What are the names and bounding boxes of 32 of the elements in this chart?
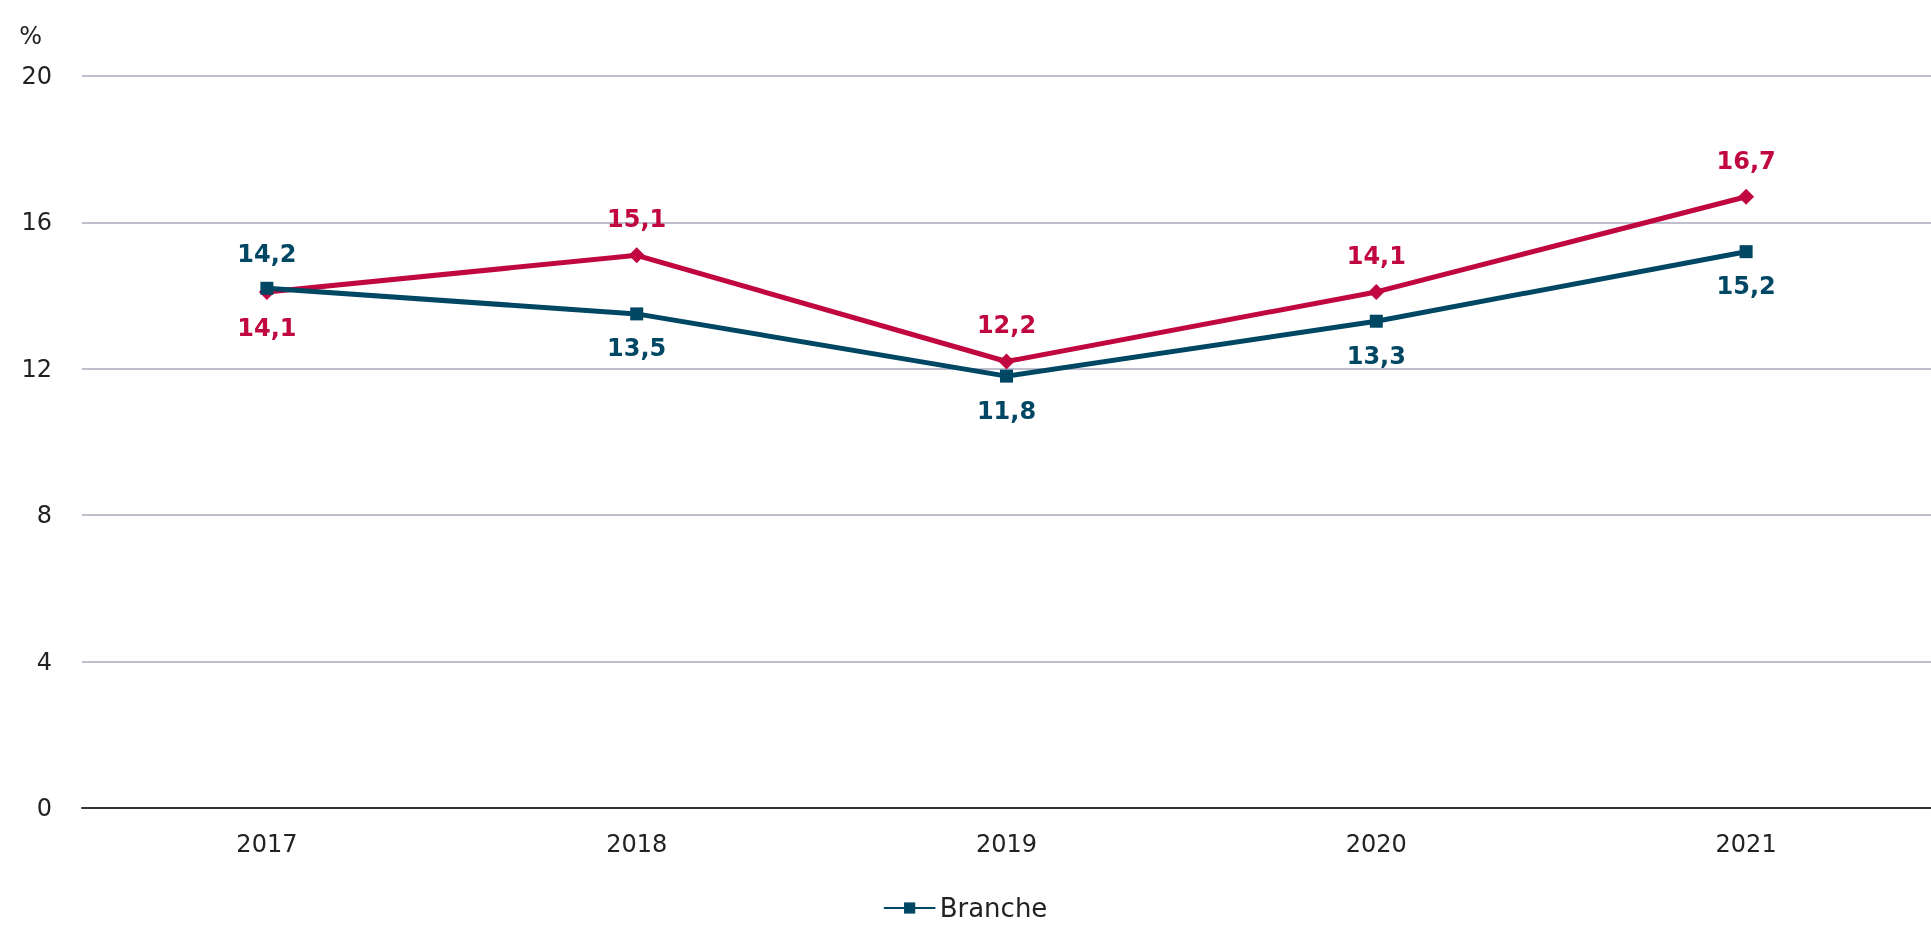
- x-tick-label: 2019: [975, 830, 1038, 858]
- point: [1000, 369, 1013, 383]
- y-tick-label: 8: [36, 501, 52, 530]
- x-tick-label: 2021: [1715, 830, 1777, 858]
- point: [1739, 245, 1753, 259]
- point: [1368, 283, 1385, 300]
- data-label: 11,8: [976, 396, 1037, 425]
- y-tick-label: 20: [21, 62, 52, 90]
- data-label: 14,1: [237, 313, 297, 342]
- x-tick-label: 2020: [1345, 830, 1407, 858]
- data-label: 13,5: [607, 334, 667, 363]
- point: [1738, 188, 1755, 205]
- y-tick-label: 12: [21, 354, 52, 383]
- y-tick-label: 16: [21, 208, 52, 237]
- data-label: 14,1: [1346, 241, 1406, 270]
- point: [998, 353, 1015, 370]
- point: [630, 307, 644, 321]
- point: [628, 247, 645, 264]
- x-tick-label: 2017: [236, 830, 298, 858]
- point: [1369, 314, 1383, 328]
- y-tick-label: 0: [36, 794, 52, 822]
- y-axis-title: %: [19, 22, 42, 50]
- data-label: 16,7: [1716, 146, 1776, 175]
- x-tick-label: 2018: [606, 830, 668, 858]
- point: [260, 281, 274, 295]
- data-label: 13,3: [1346, 341, 1406, 370]
- y-tick-label: 4: [36, 647, 52, 676]
- data-label: 12,2: [976, 311, 1037, 340]
- data-label: 14,2: [237, 239, 297, 268]
- legend-label: Branche: [939, 893, 1048, 923]
- data-label: 15,2: [1716, 272, 1776, 301]
- data-label: 15,1: [607, 205, 667, 234]
